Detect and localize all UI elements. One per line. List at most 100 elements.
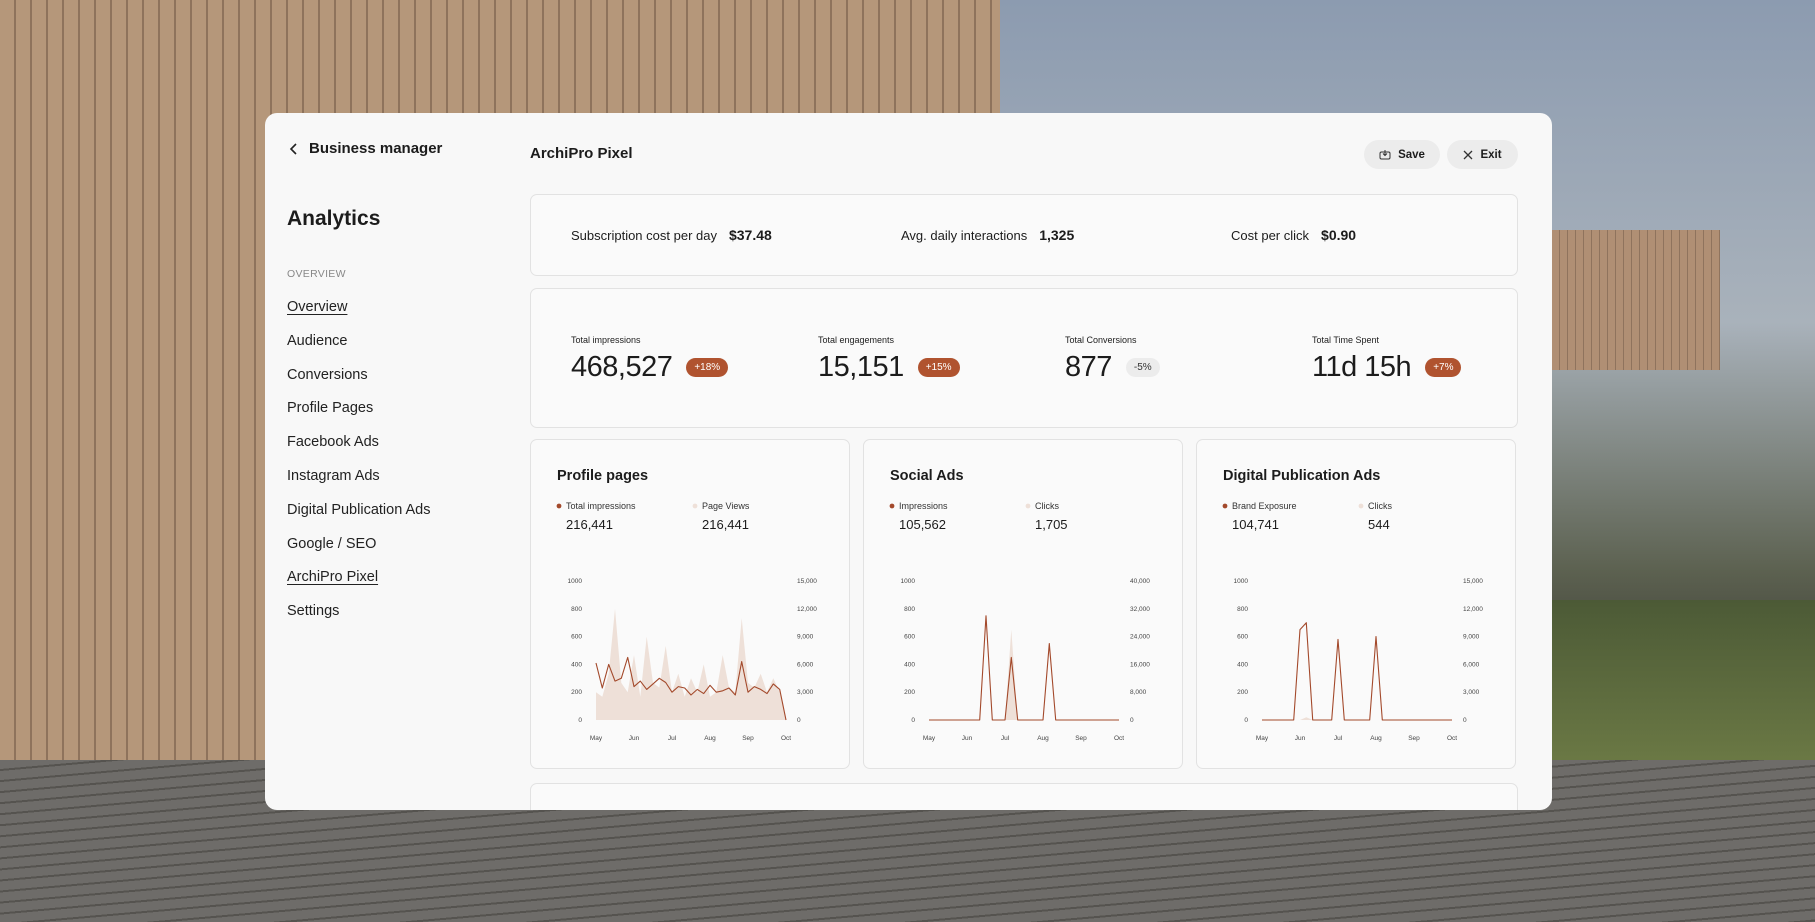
area <box>929 629 1119 720</box>
y2-tick-label: 6,000 <box>797 661 814 668</box>
x-tick-label: Aug <box>1037 735 1049 742</box>
y-tick-label: 600 <box>1237 634 1248 641</box>
stat-label: Avg. daily interactions <box>901 228 1028 243</box>
legend-dot <box>1222 503 1228 509</box>
chart-title: Profile pages <box>557 468 648 484</box>
sidebar-title: Analytics <box>287 207 381 230</box>
y-tick-label: 0 <box>911 717 915 724</box>
y-tick-label: 200 <box>904 689 915 696</box>
nav-item[interactable]: Instagram Ads <box>287 468 380 484</box>
y-tick-label: 600 <box>571 634 582 641</box>
nav-item[interactable]: Audience <box>287 332 348 349</box>
nav-item[interactable]: Google / SEO <box>287 535 377 552</box>
page-title: ArchiPro Pixel <box>530 145 633 162</box>
y-tick-label: 0 <box>578 717 582 724</box>
x-tick-label: May <box>1256 735 1269 742</box>
save-button[interactable]: Save <box>1364 140 1440 169</box>
modal: Business manager Analytics OVERVIEW Arch… <box>265 113 1552 810</box>
stat-value: 1,325 <box>1039 227 1075 243</box>
section-label: OVERVIEW <box>287 268 346 280</box>
x-tick-label: Oct <box>781 735 791 742</box>
y2-tick-label: 15,000 <box>1463 578 1483 585</box>
kpi-label: Total Time Spent <box>1312 335 1380 345</box>
y-tick-label: 200 <box>1237 689 1248 696</box>
save-text: Save <box>1398 148 1425 161</box>
legend-dot <box>556 503 562 509</box>
y-tick-label: 200 <box>571 689 582 696</box>
x-tick-label: Jun <box>629 735 640 742</box>
y2-tick-label: 12,000 <box>1463 606 1483 613</box>
kpi-label: Total Conversions <box>1065 335 1137 345</box>
exit-button[interactable]: Exit <box>1447 140 1518 169</box>
y2-tick-label: 0 <box>797 717 801 724</box>
x-tick-label: Jul <box>1334 735 1343 742</box>
legend-label: Brand Exposure <box>1232 501 1297 511</box>
kpi-label: Total engagements <box>818 335 895 345</box>
legend-label: Clicks <box>1035 501 1059 511</box>
legend-label: Impressions <box>899 501 948 511</box>
kpi-change: +7% <box>1425 358 1462 377</box>
nav-item[interactable]: Digital Publication Ads <box>287 501 431 518</box>
back-link[interactable]: Business manager <box>289 140 442 157</box>
legend-total: 1,705 <box>1035 517 1068 532</box>
x-tick-label: Sep <box>1075 735 1087 742</box>
kpi-change: +18% <box>686 358 729 377</box>
legend-dot <box>889 503 895 509</box>
save-icon <box>1379 150 1391 160</box>
kpi-value: 15,151 <box>818 351 904 383</box>
y2-tick-label: 3,000 <box>1463 689 1480 696</box>
nav-item[interactable]: Settings <box>287 603 340 620</box>
x-tick-label: Aug <box>1370 735 1382 742</box>
y2-tick-label: 8,000 <box>1130 689 1147 696</box>
y-tick-label: 1000 <box>1234 578 1249 585</box>
chart-title: Social Ads <box>890 468 964 484</box>
x-tick-label: May <box>923 735 936 742</box>
stat-value: $0.90 <box>1321 227 1357 243</box>
y2-tick-label: 16,000 <box>1130 661 1150 668</box>
legend-label: Clicks <box>1368 501 1392 511</box>
legend-dot <box>1358 503 1364 509</box>
y-tick-label: 400 <box>571 661 582 668</box>
y2-tick-label: 24,000 <box>1130 634 1150 641</box>
y-tick-label: 400 <box>1237 661 1248 668</box>
nav-item[interactable]: Conversions <box>287 366 368 383</box>
chart: Digital Publication Ads Brand Exposure 104… <box>1222 468 1483 742</box>
nav-item[interactable]: Facebook Ads <box>287 434 379 451</box>
stat-value: $37.48 <box>728 227 772 243</box>
kpi-box: Total impressions 468,527 +18% Total engage… <box>530 288 1518 428</box>
x-tick-label: Jun <box>1295 735 1306 742</box>
y2-tick-label: 6,000 <box>1463 661 1480 668</box>
y2-tick-label: 32,000 <box>1130 606 1150 613</box>
legend-total: 105,562 <box>899 517 946 532</box>
line <box>929 615 1119 721</box>
chart-card: Digital Publication Ads Brand Exposure 104… <box>1196 439 1516 769</box>
stat: Cost per click $0.90 <box>1231 227 1356 243</box>
x-tick-label: Sep <box>742 735 754 742</box>
next-card <box>530 783 1518 810</box>
x-tick-label: May <box>590 735 603 742</box>
x-tick-label: Oct <box>1447 735 1457 742</box>
y2-tick-label: 15,000 <box>797 578 817 585</box>
y-tick-label: 0 <box>1244 717 1248 724</box>
back-icon <box>289 143 297 155</box>
nav-item[interactable]: Overview <box>287 299 348 315</box>
nav-item[interactable]: Profile Pages <box>287 400 374 417</box>
legend-total: 104,741 <box>1232 517 1279 532</box>
y2-tick-label: 3,000 <box>797 689 814 696</box>
chart-card: Profile pages Total impressions 216,441 Pag… <box>530 439 850 769</box>
legend-label: Total impressions <box>566 501 636 511</box>
y-tick-label: 1000 <box>568 578 583 585</box>
background-grass <box>1500 600 1815 770</box>
x-tick-label: Oct <box>1114 735 1124 742</box>
nav-item[interactable]: ArchiPro Pixel <box>287 569 379 586</box>
kpi-value: 468,527 <box>571 351 673 383</box>
x-tick-label: Sep <box>1408 735 1420 742</box>
y2-tick-label: 9,000 <box>797 634 814 641</box>
x-tick-label: Aug <box>704 735 716 742</box>
legend-total: 216,441 <box>702 517 749 532</box>
stat: Avg. daily interactions 1,325 <box>901 227 1074 243</box>
stats-box: Subscription cost per day $37.48 Avg. dail… <box>530 194 1518 276</box>
y2-tick-label: 12,000 <box>797 606 817 613</box>
chart-card: Social Ads Impressions 105,562 Clicks 1,705 0… <box>863 439 1183 769</box>
kpi-change: +15% <box>917 358 960 377</box>
